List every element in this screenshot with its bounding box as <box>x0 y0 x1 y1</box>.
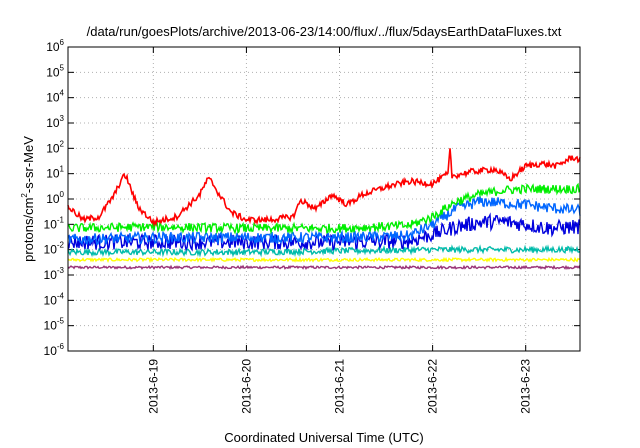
y-tick-label: 101 <box>46 165 64 181</box>
y-tick-label: 100 <box>46 190 64 206</box>
x-tick-label: 2013-6-20 <box>239 359 253 414</box>
y-tick-label: 106 <box>46 38 64 54</box>
y-tick-label: 10-3 <box>44 266 65 282</box>
x-tick-label: 2013-6-21 <box>333 359 347 414</box>
plot-frame <box>67 46 581 352</box>
y-tick-label: 10-5 <box>44 317 65 333</box>
series-line-1 <box>67 148 581 228</box>
series-line-4 <box>67 212 581 252</box>
series-line-3 <box>67 196 581 246</box>
y-tick-label: 104 <box>46 89 64 105</box>
grid <box>68 46 580 352</box>
y-tick-label: 105 <box>46 63 64 79</box>
series-line-6 <box>67 256 581 264</box>
y-tick-label: 10-6 <box>44 342 65 358</box>
y-axis-title: protons/cm2-s-sr-MeV <box>20 136 36 262</box>
series-line-7 <box>67 264 581 271</box>
series-layer <box>67 148 581 271</box>
x-axis-title: Coordinated Universal Time (UTC) <box>224 430 423 445</box>
y-tick-label: 10-4 <box>44 291 65 307</box>
y-tick-label: 10-1 <box>44 215 65 231</box>
y-tick-label: 10-2 <box>44 241 65 257</box>
x-tick-label: 2013-6-23 <box>519 359 533 414</box>
y-tick-label: 102 <box>46 139 64 155</box>
x-tick-label: 2013-6-19 <box>146 359 160 414</box>
series-line-2 <box>67 182 581 235</box>
y-tick-labels: 10-6 10-5 10-4 10-3 10-2 10-1 100 101 102 103 104 1… <box>44 38 65 358</box>
x-tick-labels: 2013-6-19 2013-6-20 2013-6-21 2013-6-22 2013… <box>146 359 532 414</box>
series-line-5 <box>67 244 581 258</box>
chart-title: /data/run/goesPlots/archive/2013-06-23/1… <box>87 24 562 39</box>
y-tick-label: 103 <box>46 114 64 130</box>
x-tick-label: 2013-6-22 <box>426 359 440 414</box>
